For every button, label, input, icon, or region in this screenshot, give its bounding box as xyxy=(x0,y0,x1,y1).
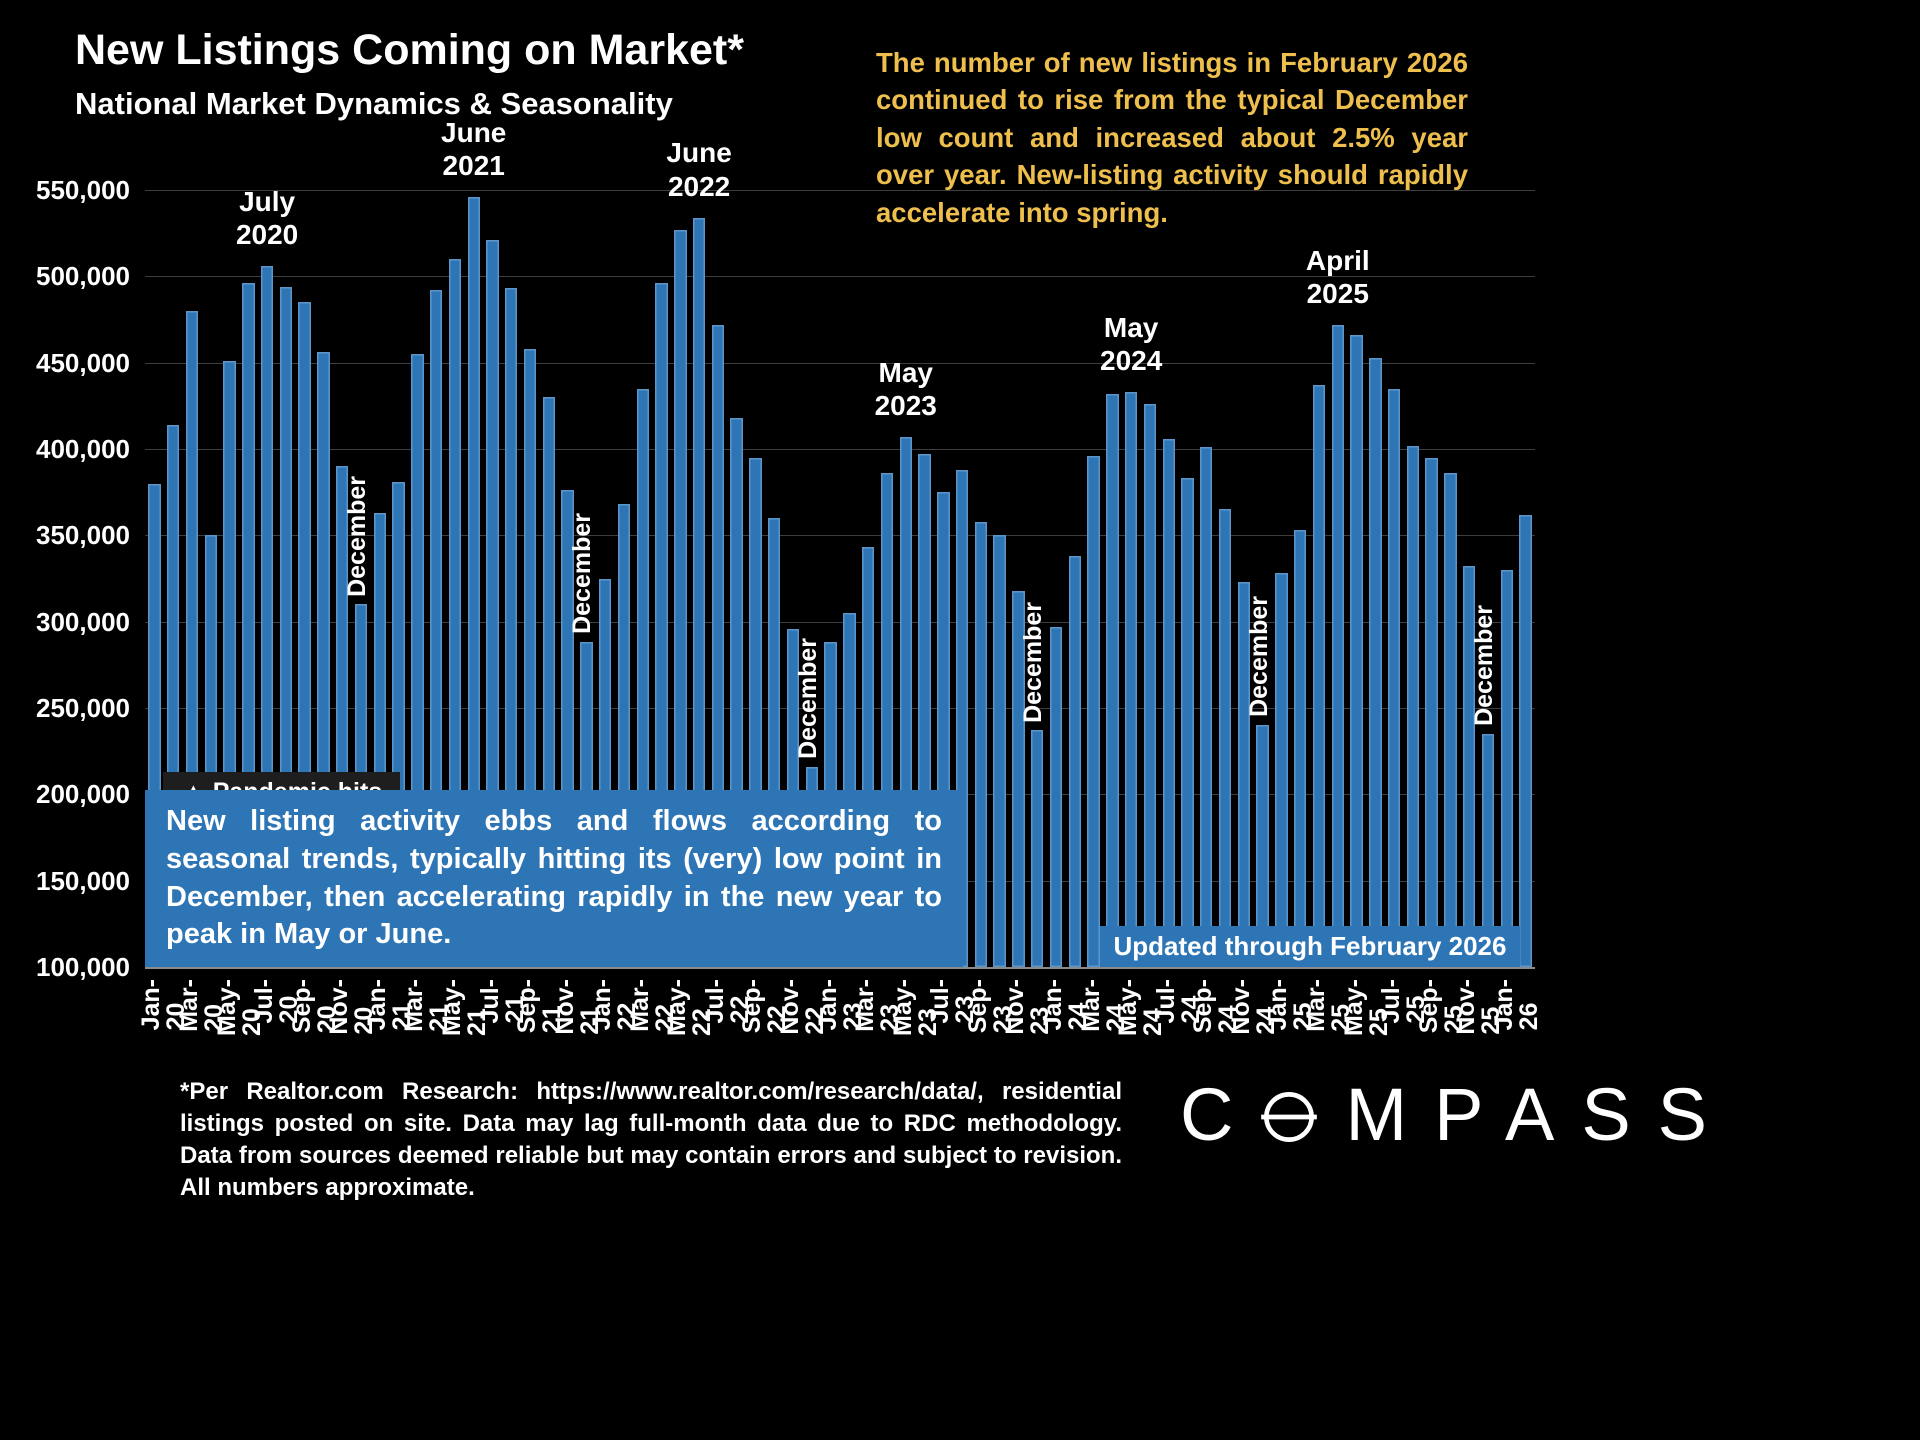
page-title: New Listings Coming on Market* xyxy=(75,26,744,74)
y-axis-tick-label: 350,000 xyxy=(36,520,130,551)
bar-May-21 xyxy=(448,259,462,967)
bar-Jun-24 xyxy=(1143,404,1157,967)
commentary-text: The number of new listings in February 2… xyxy=(876,47,1468,228)
gridline xyxy=(145,621,1535,623)
bar-Oct-25 xyxy=(1444,473,1457,967)
bar-Mar-25 xyxy=(1312,385,1326,967)
x-axis-tick-label: Jan-26 xyxy=(1489,979,1543,1031)
bar-Jan-24 xyxy=(1049,626,1063,967)
compass-logo-post: MPASS xyxy=(1345,1073,1735,1156)
bar-Jul-21 xyxy=(486,240,499,967)
compass-logo-pre: C xyxy=(1180,1073,1261,1156)
bar-Jun-25 xyxy=(1369,357,1382,967)
bar-Sep-23 xyxy=(974,521,988,967)
y-axis-tick-label: 200,000 xyxy=(36,779,130,810)
bar-Jul-25 xyxy=(1387,388,1401,967)
y-axis-tick-label: 550,000 xyxy=(36,175,130,205)
peak-annotation: May 2023 xyxy=(874,356,937,422)
bar-Feb-24 xyxy=(1068,556,1081,967)
peak-annotation: July 2020 xyxy=(235,185,299,251)
bar-Apr-24 xyxy=(1106,393,1119,967)
updated-badge: Updated through February 2026 xyxy=(1100,926,1520,967)
bar-Nov-25 xyxy=(1463,566,1476,967)
compass-logo: C MPASS xyxy=(1180,1078,1734,1152)
december-annotation: December xyxy=(1019,601,1048,723)
peak-annotation: June 2022 xyxy=(666,137,732,203)
gridline xyxy=(145,362,1535,364)
gridline xyxy=(145,276,1535,278)
bar-May-24 xyxy=(1124,392,1138,967)
december-annotation: December xyxy=(1470,605,1499,726)
bar-Oct-23 xyxy=(993,535,1006,967)
peak-annotation: May 2024 xyxy=(1099,311,1163,377)
bar-Apr-25 xyxy=(1331,324,1344,967)
bar-Dec-23 xyxy=(1031,730,1044,967)
y-axis-tick-label: 300,000 xyxy=(36,606,130,637)
bar-Aug-25 xyxy=(1406,445,1420,967)
peak-annotation: June 2021 xyxy=(441,116,507,182)
bar-chart: 550,000 500,000 450,000 400,000 350,000 300,0… xyxy=(36,117,1543,1036)
gridline xyxy=(145,449,1535,450)
gridline xyxy=(145,190,1535,191)
callout-box: New listing activity ebbs and flows acco… xyxy=(145,790,963,967)
bar-Sep-24 xyxy=(1200,447,1213,967)
bar-Feb-26 xyxy=(1519,514,1532,967)
bar-Jan-25 xyxy=(1275,573,1288,967)
bar-Jun-21 xyxy=(467,196,480,967)
y-axis-tick-label: 150,000 xyxy=(36,865,130,896)
y-axis-tick-label: 400,000 xyxy=(36,434,130,464)
december-annotation: December xyxy=(568,513,597,635)
december-annotation: December xyxy=(343,475,371,597)
bar-Nov-24 xyxy=(1237,581,1251,967)
bar-Mar-24 xyxy=(1087,455,1100,967)
gridline xyxy=(145,967,1535,969)
december-annotation: December xyxy=(1244,596,1273,718)
gridline xyxy=(145,535,1535,537)
y-axis-tick-label: 250,000 xyxy=(36,693,130,723)
december-annotation: December xyxy=(793,637,822,759)
bar-Sep-25 xyxy=(1425,457,1438,967)
y-axis-tick-label: 450,000 xyxy=(36,347,130,378)
bar-Dec-25 xyxy=(1481,733,1495,967)
bar-Dec-24 xyxy=(1256,725,1269,967)
bar-Nov-23 xyxy=(1012,590,1025,967)
bar-Feb-25 xyxy=(1294,530,1307,967)
bar-Jul-24 xyxy=(1162,438,1175,967)
bar-Oct-24 xyxy=(1218,509,1232,967)
compass-o-icon xyxy=(1261,1092,1318,1142)
bar-May-25 xyxy=(1350,335,1363,967)
y-axis-tick-label: 100,000 xyxy=(36,952,130,982)
bar-Aug-24 xyxy=(1181,478,1194,967)
peak-annotation: April 2025 xyxy=(1305,244,1370,310)
gridline xyxy=(145,708,1535,709)
y-axis-tick-label: 500,000 xyxy=(36,261,130,292)
footnote: *Per Realtor.com Research: https://www.r… xyxy=(180,1078,1122,1202)
bar-May-22 xyxy=(674,229,687,967)
bar-Jan-26 xyxy=(1500,569,1514,967)
bar-Jun-22 xyxy=(692,217,706,967)
page-subtitle: National Market Dynamics & Seasonality xyxy=(75,86,673,121)
